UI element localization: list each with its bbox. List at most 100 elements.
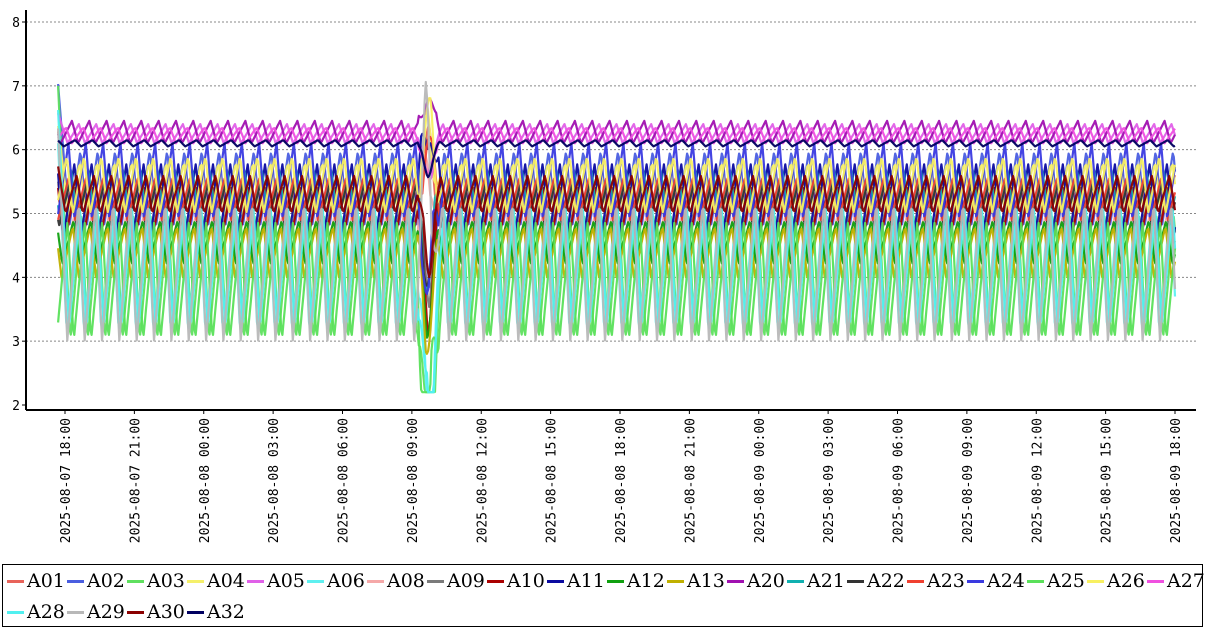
legend-item-A06: A06 xyxy=(307,569,365,593)
legend-swatch xyxy=(547,579,564,583)
xtick-label: 2025-08-09 18:00 xyxy=(1169,418,1184,543)
legend-label: A01 xyxy=(27,570,65,592)
legend-swatch xyxy=(7,610,24,614)
xtick-label: 2025-08-07 18:00 xyxy=(59,418,74,543)
legend-item-A02: A02 xyxy=(67,569,125,593)
legend-swatch xyxy=(1087,579,1104,583)
legend-item-A24: A24 xyxy=(967,569,1025,593)
legend-item-A32: A32 xyxy=(187,600,245,624)
legend-swatch xyxy=(727,579,744,583)
legend-swatch xyxy=(427,579,444,583)
legend-swatch xyxy=(1147,579,1164,583)
legend: A01 A02 A03 A04 A05 A06 A08 A09 A10 A11 A12 A13 A20 A… xyxy=(2,564,1205,627)
legend-item-A26: A26 xyxy=(1087,569,1145,593)
xtick-label: 2025-08-08 00:00 xyxy=(198,418,213,543)
legend-item-A10: A10 xyxy=(487,569,545,593)
legend-swatch xyxy=(367,579,384,583)
xtick-label: 2025-08-08 21:00 xyxy=(683,418,698,543)
legend-swatch xyxy=(307,579,324,583)
xtick-label: 2025-08-09 15:00 xyxy=(1100,418,1115,543)
xtick-label: 2025-08-08 06:00 xyxy=(337,418,352,543)
xtick-label: 2025-08-08 03:00 xyxy=(267,418,282,543)
legend-item-A29: A29 xyxy=(67,600,125,624)
xtick-label: 2025-08-09 00:00 xyxy=(753,418,768,543)
xtick-label: 2025-08-08 12:00 xyxy=(475,418,490,543)
legend-item-A20: A20 xyxy=(727,569,785,593)
xtick-label: 2025-08-08 15:00 xyxy=(545,418,560,543)
legend-label: A12 xyxy=(627,570,665,592)
legend-label: A23 xyxy=(927,570,965,592)
legend-swatch xyxy=(907,579,924,583)
legend-item-A27: A27 xyxy=(1147,569,1205,593)
axes xyxy=(25,10,1196,411)
legend-swatch xyxy=(247,579,264,583)
legend-swatch xyxy=(487,579,504,583)
legend-label: A20 xyxy=(747,570,785,592)
legend-label: A27 xyxy=(1167,570,1205,592)
legend-swatch xyxy=(187,579,204,583)
series-line-A20 xyxy=(57,97,1176,144)
ytick-label-4: 4 xyxy=(12,271,20,286)
legend-item-A28: A28 xyxy=(7,600,65,624)
series-lines xyxy=(57,80,1177,394)
xtick-label: 2025-08-07 21:00 xyxy=(128,418,143,543)
y-ticks: 2 3 4 5 6 7 8 xyxy=(12,16,26,414)
legend-label: A08 xyxy=(387,570,425,592)
series-line-A29 xyxy=(57,80,1177,342)
ytick-label-7: 7 xyxy=(12,80,20,95)
x-ticks: 2025-08-07 18:00 2025-08-07 21:00 2025-08-… xyxy=(59,410,1184,543)
series-line-A30 xyxy=(57,166,1177,279)
legend-label: A10 xyxy=(507,570,545,592)
xtick-label: 2025-08-08 18:00 xyxy=(614,418,629,543)
legend-swatch xyxy=(67,610,84,614)
ytick-label-5: 5 xyxy=(12,208,20,223)
ytick-label-3: 3 xyxy=(12,335,20,350)
legend-swatch xyxy=(127,610,144,614)
legend-label: A06 xyxy=(327,570,365,592)
legend-item-A01: A01 xyxy=(7,569,65,593)
legend-label: A09 xyxy=(447,570,485,592)
legend-swatch xyxy=(187,610,204,614)
legend-swatch xyxy=(787,579,804,583)
series-line-A27 xyxy=(57,127,1176,174)
legend-swatch xyxy=(1027,579,1044,583)
legend-label: A21 xyxy=(807,570,845,592)
legend-swatch xyxy=(127,579,144,583)
legend-item-A08: A08 xyxy=(367,569,425,593)
legend-item-A05: A05 xyxy=(247,569,305,593)
legend-item-A21: A21 xyxy=(787,569,845,593)
series-line-A25 xyxy=(57,221,1177,394)
legend-item-A03: A03 xyxy=(127,569,185,593)
legend-item-A25: A25 xyxy=(1027,569,1085,593)
legend-label: A25 xyxy=(1047,570,1085,592)
legend-label: A28 xyxy=(27,601,65,623)
legend-swatch xyxy=(967,579,984,583)
legend-label: A03 xyxy=(147,570,185,592)
xtick-label: 2025-08-08 09:00 xyxy=(406,418,421,543)
ytick-label-6: 6 xyxy=(12,144,20,159)
legend-swatch xyxy=(667,579,684,583)
legend-swatch xyxy=(7,579,24,583)
legend-swatch xyxy=(607,579,624,583)
legend-label: A22 xyxy=(867,570,905,592)
legend-item-A09: A09 xyxy=(427,569,485,593)
xtick-label: 2025-08-09 03:00 xyxy=(822,418,837,543)
ytick-label-8: 8 xyxy=(12,16,20,31)
legend-item-A30: A30 xyxy=(127,600,185,624)
xtick-label: 2025-08-09 09:00 xyxy=(961,418,976,543)
legend-label: A04 xyxy=(207,570,245,592)
legend-label: A26 xyxy=(1107,570,1145,592)
legend-item-A22: A22 xyxy=(847,569,905,593)
legend-label: A02 xyxy=(87,570,125,592)
legend-item-A11: A11 xyxy=(547,569,605,593)
legend-label: A24 xyxy=(987,570,1025,592)
legend-swatch xyxy=(847,579,864,583)
legend-item-A23: A23 xyxy=(907,569,965,593)
legend-item-A12: A12 xyxy=(607,569,665,593)
legend-label: A11 xyxy=(567,570,605,592)
series-line-A32 xyxy=(57,139,1176,179)
legend-label: A05 xyxy=(267,570,305,592)
legend-item-A13: A13 xyxy=(667,569,725,593)
xtick-label: 2025-08-09 06:00 xyxy=(892,418,907,543)
